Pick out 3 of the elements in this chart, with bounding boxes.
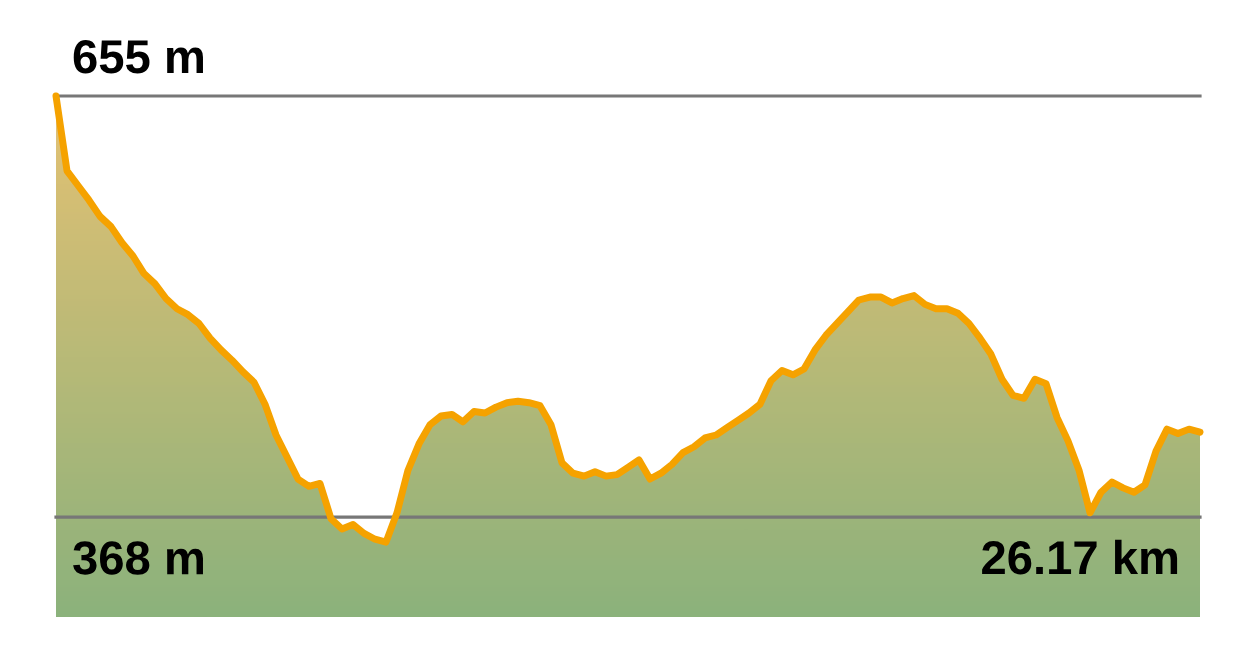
annotation: 26.17 km bbox=[982, 539, 1178, 575]
ref-line-label: 655 m bbox=[73, 40, 203, 74]
ref-line-label: 368 m bbox=[73, 541, 203, 575]
